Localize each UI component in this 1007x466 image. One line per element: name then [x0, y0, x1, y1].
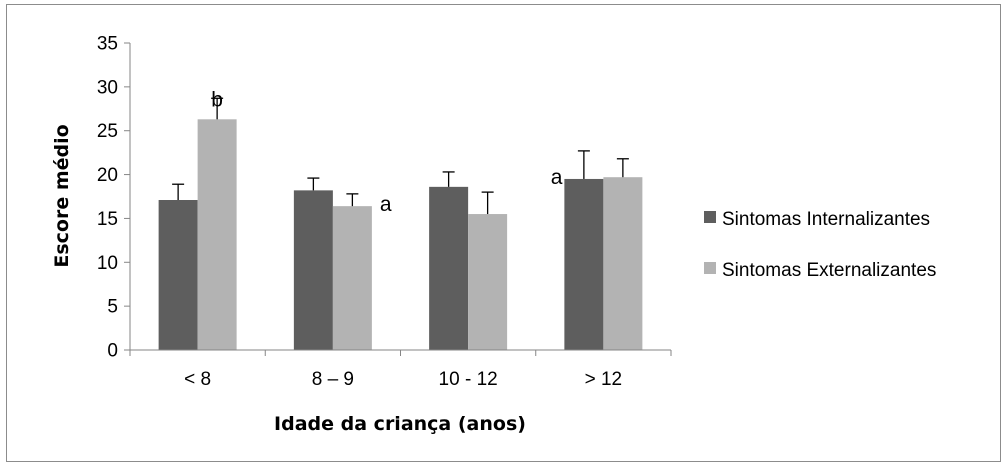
bar-externalizantes	[197, 119, 237, 350]
legend-label-internalizantes: Sintomas Internalizantes	[722, 209, 930, 230]
error-bars	[172, 97, 629, 215]
y-tick-label: 15	[97, 209, 118, 230]
x-axis-ticks: < 8 8 – 9 10 - 12 > 12	[129, 350, 672, 390]
x-axis-title: Idade da criança (anos)	[274, 413, 526, 435]
x-tick-label: < 8	[184, 369, 211, 390]
y-tick-label: 5	[107, 297, 118, 318]
bar-externalizantes	[603, 177, 643, 350]
y-axis-title: Escore médio	[51, 124, 73, 267]
x-tick-label: 8 – 9	[312, 369, 354, 390]
significance-label: a	[551, 166, 563, 189]
bar-internalizantes	[564, 178, 604, 350]
legend-swatch-internalizantes	[704, 211, 716, 223]
bar-externalizantes	[332, 206, 372, 350]
legend-swatch-externalizantes	[704, 262, 716, 274]
legend-label-externalizantes: Sintomas Externalizantes	[722, 260, 936, 281]
y-tick-label: 30	[97, 77, 118, 98]
bar-internalizantes	[293, 190, 333, 350]
legend: Sintomas Internalizantes Sintomas Extern…	[704, 209, 936, 281]
significance-label: b	[211, 88, 223, 111]
significance-labels: b a a	[211, 88, 562, 216]
y-tick-label: 10	[97, 253, 118, 274]
y-tick-label: 20	[97, 165, 118, 186]
bar-internalizantes	[429, 186, 469, 350]
bars	[158, 119, 643, 350]
bar-externalizantes	[468, 214, 508, 350]
x-tick-label: 10 - 12	[439, 369, 498, 390]
y-axis-ticks: 0 5 10 15 20 25 30 35	[97, 34, 130, 362]
y-tick-label: 0	[107, 341, 118, 362]
y-tick-label: 25	[97, 121, 118, 142]
y-tick-label: 35	[97, 34, 118, 55]
significance-label: a	[380, 193, 392, 216]
bar-internalizantes	[158, 200, 198, 350]
x-tick-label: > 12	[585, 369, 623, 390]
